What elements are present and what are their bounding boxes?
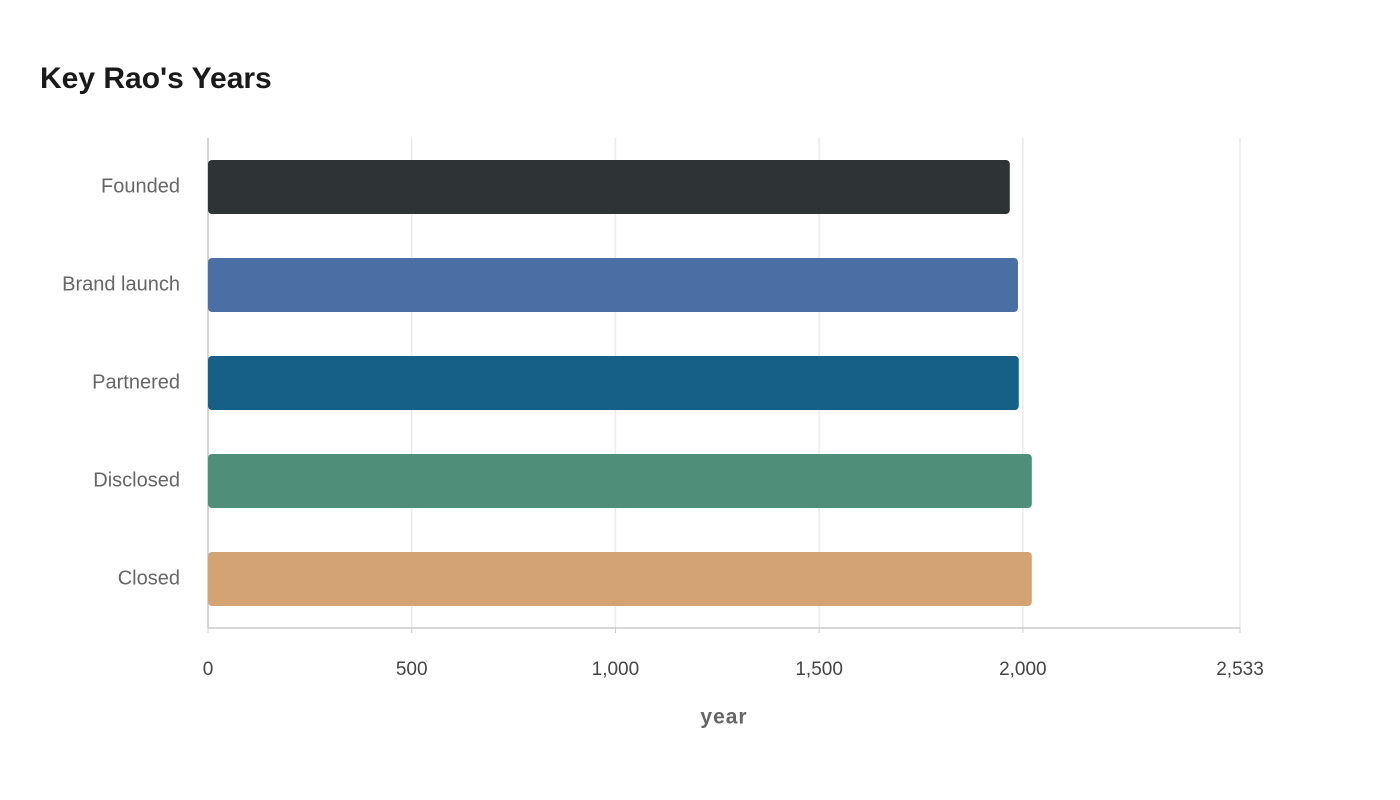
bar [208,552,1032,606]
x-tick-label: 1,500 [795,659,843,680]
bar [208,454,1032,508]
bar [208,160,1010,214]
y-tick-label: Brand launch [62,273,180,295]
y-tick-label: Partnered [92,371,180,393]
x-tick-label: 2,000 [999,659,1047,680]
x-tick-label: 0 [203,659,214,680]
bar [208,258,1018,312]
x-tick-label: 1,000 [592,659,640,680]
y-tick-label: Founded [101,175,180,197]
chart-title: Key Rao's Years [40,62,272,95]
y-tick-label: Closed [118,567,180,589]
bar [208,356,1019,410]
x-tick-label: 2,533 [1216,659,1264,680]
x-tick-label: 500 [396,659,428,680]
y-tick-label: Disclosed [93,469,180,491]
x-axis-label: year [700,706,747,729]
